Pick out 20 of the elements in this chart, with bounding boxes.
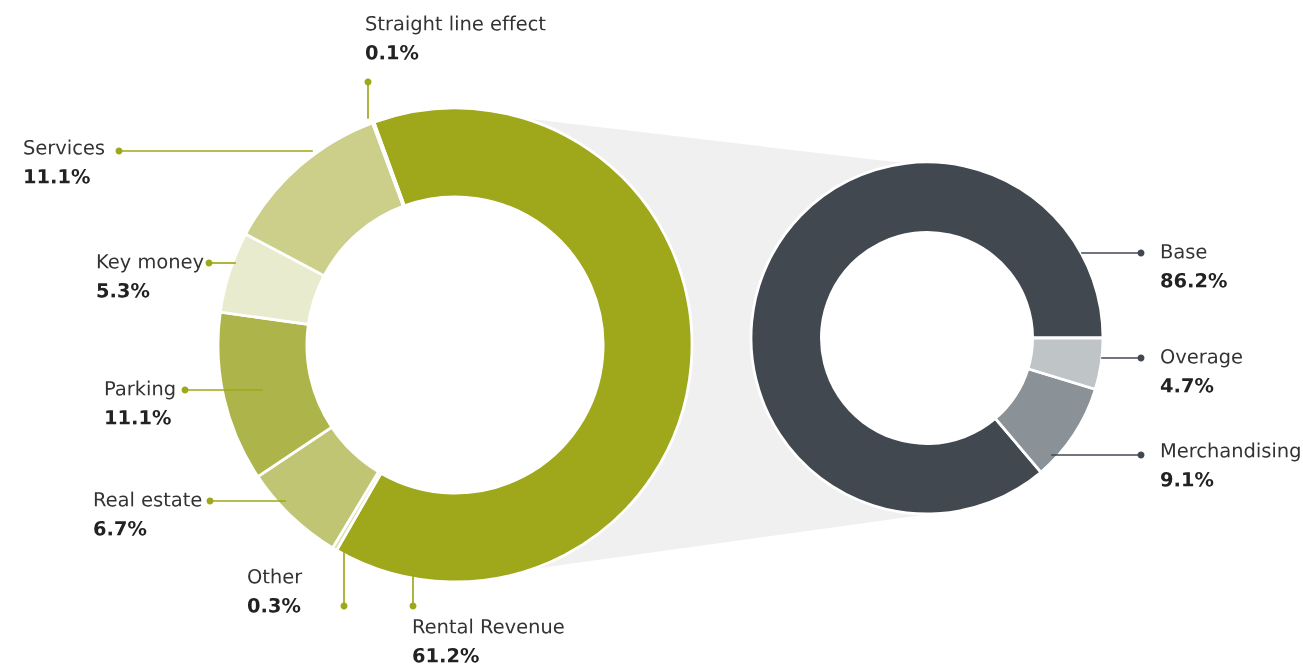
slice-label: Services <box>24 139 105 155</box>
slice-label: Rental Revenue <box>413 618 564 634</box>
data-label: 0.3% <box>247 597 301 613</box>
slice-label: Parking <box>105 380 175 400</box>
data-label: 11.1% <box>106 409 171 425</box>
data-label: 86.2% <box>1161 272 1227 288</box>
slice-label: Key money <box>97 254 204 273</box>
data-label: 0.1% <box>365 44 419 60</box>
data-label: 11.1% <box>25 168 90 184</box>
slice-label: Straight line effect <box>366 15 546 35</box>
data-label: 6.7% <box>94 520 147 536</box>
slice-label: Real estate <box>94 491 202 507</box>
slice-label: Overage <box>1161 348 1242 368</box>
data-label: 4.7% <box>1160 377 1214 393</box>
slice-label: Other <box>248 568 303 584</box>
data-label: 61.2% <box>413 647 479 663</box>
data-label: 9.1% <box>1161 471 1214 487</box>
data-label: 5.3% <box>97 282 150 298</box>
slice-label: Merchandising <box>1161 442 1300 462</box>
legend-label: Base <box>1161 244 1207 259</box>
